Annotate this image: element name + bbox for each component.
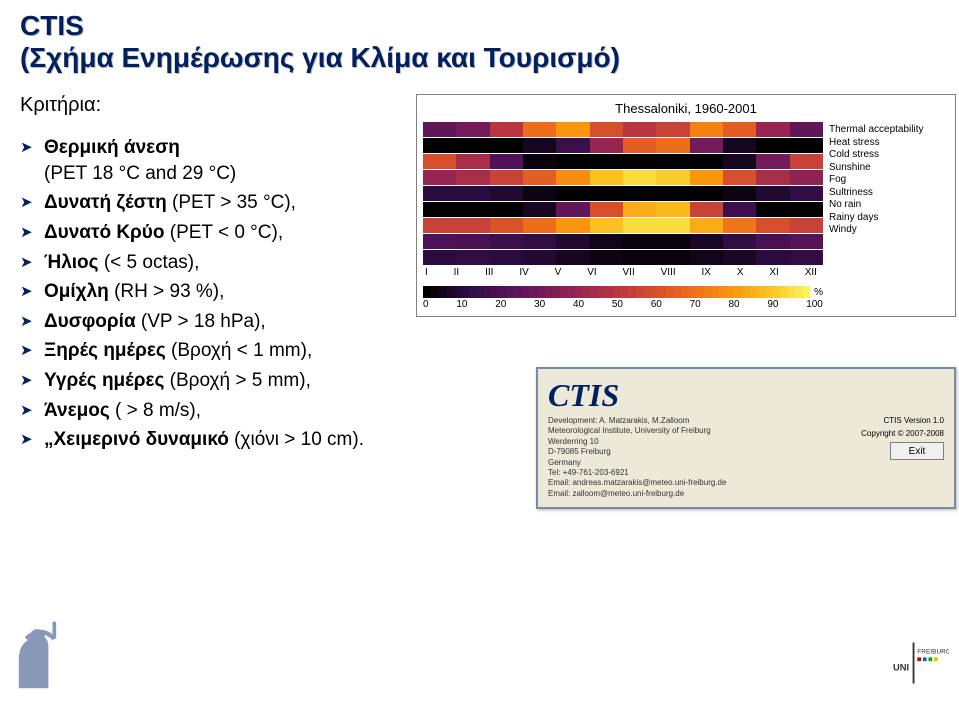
criteria-list: Θερμική άνεση(PET 18 °C and 29 °C) Δυνατή… [20,135,390,453]
ctis-copyright: Copyright © 2007-2008 [861,429,944,438]
x-tick: IV [519,267,528,278]
legend-item: Sunshine [829,162,949,173]
ctis-meta-line: Email: andreas.matzarakis@meteo.uni-frei… [548,478,726,488]
colorbar-tick: 40 [573,299,584,310]
ctis-meta-text: Development: A. Matzarakis, M.ZalloomMet… [548,416,726,499]
colorbar-tick: 90 [767,299,778,310]
x-tick: I [425,267,428,278]
x-tick: XI [769,267,778,278]
criteria-item: Υγρές ημέρες (Βροχή > 5 mm), [20,368,390,394]
athena-logo-icon [4,618,78,697]
colorbar-tick: 60 [651,299,662,310]
x-tick: III [485,267,493,278]
criteria-item: Δυσφορία (VP > 18 hPa), [20,309,390,335]
svg-text:UNI: UNI [893,662,909,672]
x-tick: XII [805,267,817,278]
ctis-meta-line: D-79085 Freiburg [548,447,726,457]
x-tick: VI [587,267,596,278]
x-tick: IX [702,267,711,278]
criteria-item: (PET 18 °C and 29 °C) [20,161,390,187]
legend-item: Windy [829,224,949,235]
x-tick: VIII [661,267,676,278]
pct-label: % [814,287,823,298]
colorbar-tick: 70 [690,299,701,310]
chart-legend: Thermal acceptability Heat stressCold str… [829,122,949,310]
criteria-item: Ήλιος (< 5 octas), [20,250,390,276]
chart-title: Thessaloniki, 1960-2001 [423,101,949,116]
colorbar-tick: 80 [728,299,739,310]
colorbar-tick: 10 [456,299,467,310]
colorbar-labels: 0 10 20 30 40 50 60 70 80 90 100 [423,299,823,310]
criteria-item: Ξηρές ημέρες (Βροχή < 1 mm), [20,338,390,364]
ctis-logo: CTIS [548,377,944,414]
criteria-panel: Κριτήρια: Θερμική άνεση(PET 18 °C and 29… [20,94,390,509]
title-line-2: (Σχήμα Ενημέρωσης για Κλίμα και Τουρισμό… [20,42,939,74]
ctis-version: CTIS Version 1.0 [884,416,944,425]
x-tick: VII [623,267,635,278]
exit-button[interactable]: Exit [890,442,944,460]
legend-item: Cold stress [829,149,949,160]
title-line-1: CTIS [20,10,939,42]
criteria-item: Δυνατή ζέστη (PET > 35 °C), [20,190,390,216]
legend-item: No rain [829,199,949,210]
ctis-meta-line: Email: zalloom@meteo.uni-freiburg.de [548,489,726,499]
ctis-meta-line: Meteorological Institute, University of … [548,426,726,436]
criteria-item: Άνεμος ( > 8 m/s), [20,398,390,424]
x-tick: II [454,267,460,278]
x-tick: X [737,267,744,278]
criteria-item: Ομίχλη (RH > 93 %), [20,279,390,305]
legend-item: Heat stress [829,137,949,148]
criteria-heading: Κριτήρια: [20,94,390,117]
criteria-item: Δυνατό Κρύο (PET < 0 °C), [20,220,390,246]
colorbar-tick: 30 [534,299,545,310]
colorbar [423,286,810,298]
legend-item: Fog [829,174,949,185]
ctis-app-window: CTIS Development: A. Matzarakis, M.Zallo… [536,367,956,509]
colorbar-tick: 50 [612,299,623,310]
ctis-meta-line: Development: A. Matzarakis, M.Zalloom [548,416,726,426]
ctis-meta-line: Germany [548,458,726,468]
svg-text:FREIBURG: FREIBURG [917,649,949,656]
x-axis: IIIIIIIVVVIVIIVIIIIXXXIXII [423,267,823,278]
x-tick: V [555,267,562,278]
colorbar-tick: 100 [806,299,823,310]
criteria-item: „Χειμερινό δυναμικό (χιόνι > 10 cm). [20,427,390,453]
legend-item: Rainy days [829,212,949,223]
legend-item: Sultriness [829,187,949,198]
ctis-meta-line: Werderring 10 [548,437,726,447]
heatmap-chart: Thessaloniki, 1960-2001 IIIIIIIVVVIVIIVI… [416,94,956,317]
ctis-meta-line: Tel: +49-761-203-6921 [548,468,726,478]
criteria-item: Θερμική άνεση [20,135,390,161]
slide-title: CTIS (Σχήμα Ενημέρωσης για Κλίμα και Του… [20,10,939,74]
uni-freiburg-logo-icon: UNI FREIBURG [893,634,949,697]
heatmap-grid [423,122,823,265]
legend-item: Thermal acceptability [829,124,949,135]
colorbar-tick: 20 [495,299,506,310]
colorbar-tick: 0 [423,299,429,310]
